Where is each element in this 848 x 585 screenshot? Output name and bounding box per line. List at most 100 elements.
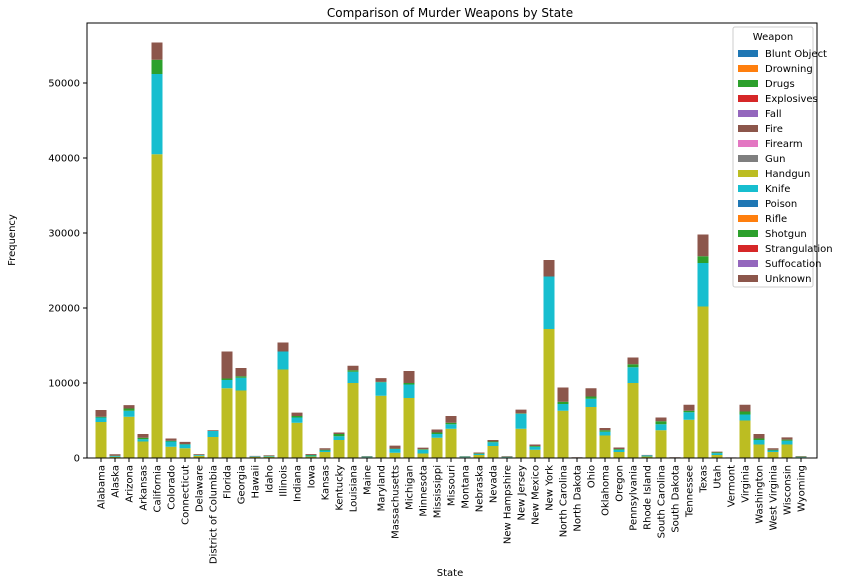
x-tick-label: Oklahoma [601,465,612,516]
bar-segment [389,452,401,458]
bar-segment [179,444,191,449]
y-axis-label: Frequency [7,214,18,266]
legend-swatch [738,245,758,252]
bar-segment [165,438,177,441]
bar-segment [193,454,205,455]
x-tick-label: Washington [755,465,766,524]
bar-segment [221,378,233,380]
x-tick-label: Tennessee [685,465,696,518]
x-tick-label: Kansas [321,465,332,500]
x-tick-label: North Dakota [573,465,584,532]
bars-layer [95,42,807,459]
bar-segment [487,440,499,442]
bar-segment [417,447,429,450]
legend-swatch [738,260,758,267]
bar-segment [305,454,317,456]
legend-entry: Fire [765,124,783,135]
bar-segment [291,416,303,418]
bar-segment [627,383,639,458]
bar-segment [599,428,611,431]
legend-title: Weapon [753,32,793,43]
bar-segment [781,437,793,440]
x-tick-label: South Dakota [671,465,682,533]
x-tick-label: Iowa [307,465,318,488]
legend-entry: Gun [765,154,785,165]
x-axis-label: State [437,568,463,579]
x-tick-label: Maine [363,465,374,495]
bar-segment [431,437,443,458]
legend-swatch [738,185,758,192]
bar-segment [711,453,723,456]
bar-segment [683,410,695,413]
bar-segment [515,413,527,429]
bar-segment [137,439,149,442]
bar-segment [109,456,121,457]
bar-segment [95,422,107,458]
bar-segment [585,388,597,397]
bar-segment [137,437,149,440]
x-tick-label: New Mexico [531,465,542,525]
bar-segment [473,455,485,458]
x-tick-label: Wyoming [797,465,808,512]
x-tick-label: Alaska [111,465,122,498]
x-axis: Alabama Alaska Arizona Arkansas California Co… [97,458,808,564]
bar-segment [375,378,387,382]
x-tick-label: North Carolina [559,465,570,537]
bar-segment [767,448,779,450]
bar-segment [95,410,107,417]
bar-segment [347,371,359,383]
bar-segment [123,410,135,417]
bar-segment [333,436,345,440]
bar-segment [319,450,331,452]
x-tick-label: Nevada [489,465,500,503]
bar-segment [739,404,751,412]
bar-segment [445,428,457,458]
y-tick-label: 30000 [48,229,80,240]
x-tick-label: Louisiana [349,465,360,512]
legend-swatch [738,155,758,162]
legend: Weapon Blunt Object Drowning Drugs Explosive… [732,26,833,288]
x-tick-label: New York [545,465,556,511]
bar-segment [193,455,205,456]
bar-segment [613,452,625,458]
bar-segment [95,417,107,422]
bar-segment [123,408,135,411]
x-tick-label: Missouri [447,465,458,506]
x-tick-label: Florida [223,465,234,499]
legend-swatch [738,140,758,147]
bar-segment [655,424,667,431]
bar-segment [697,263,709,307]
bar-segment [333,432,345,434]
bar-segment [123,405,135,409]
bar-segment [753,434,765,439]
bar-segment [277,342,289,352]
bar-segment [263,456,275,458]
bar-segment [557,387,569,402]
x-tick-label: Colorado [167,465,178,510]
bar-segment [291,422,303,458]
bar-segment [291,417,303,423]
x-tick-label: District of Columbia [209,465,220,564]
x-tick-label: Rhode Island [643,465,654,530]
x-tick-label: Wisconsin [783,465,794,515]
bar-segment [277,351,289,370]
bar-segment [613,449,625,452]
bar-segment [137,434,149,438]
bar-segment [739,411,751,415]
x-tick-label: Arkansas [139,465,150,511]
bar-segment [529,449,541,458]
bar-segment [599,430,611,432]
bar-segment [711,455,723,458]
bar-segment [753,444,765,458]
bar-segment [473,452,485,454]
bar-segment [613,449,625,450]
bar-segment [557,410,569,458]
bar-segment [431,432,443,434]
bar-segment [487,446,499,458]
bar-segment [403,384,415,398]
bar-segment [207,430,219,431]
bar-segment [585,407,597,458]
x-tick-label: Indiana [293,465,304,502]
legend-entry: Firearm [765,139,803,150]
x-tick-label: Massachusetts [391,465,402,539]
